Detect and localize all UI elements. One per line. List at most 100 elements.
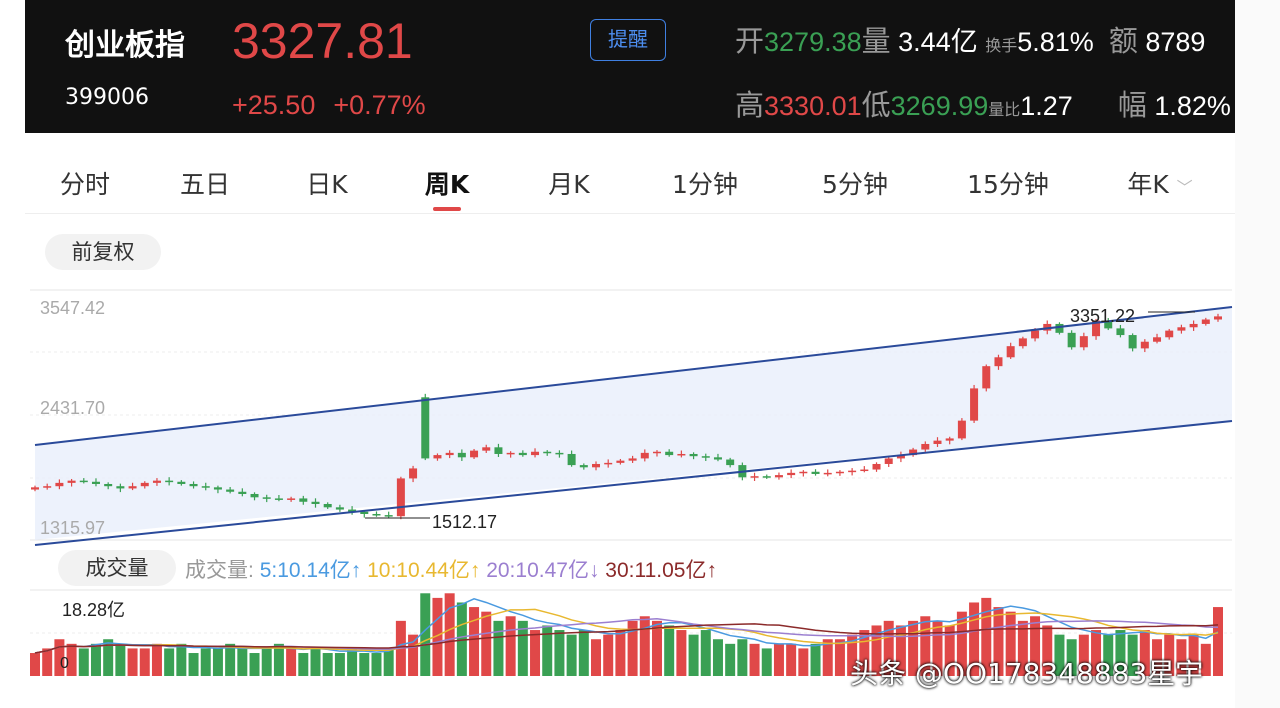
candle-body [421, 397, 430, 459]
candle [689, 452, 698, 460]
candle [1165, 328, 1174, 340]
candle [750, 472, 759, 481]
candle [1116, 324, 1125, 338]
volume-bar [1005, 611, 1016, 676]
candle-body [872, 463, 881, 470]
volume-bar [54, 639, 65, 676]
tab-yearly-k[interactable]: 年K ﹀ [1127, 165, 1192, 201]
candle [238, 488, 247, 497]
volume-bar [554, 630, 565, 676]
index-code: 399006 [65, 85, 149, 110]
candle [91, 478, 100, 487]
candle-body [994, 357, 1003, 367]
candle [945, 436, 954, 445]
candle [311, 498, 320, 508]
candle [652, 450, 661, 457]
amount-value: 8789 [1145, 27, 1206, 57]
candle [262, 494, 271, 503]
amplitude-label: 幅 [1117, 90, 1147, 122]
volume-bar [1188, 634, 1199, 676]
candle-body [835, 471, 844, 474]
candle-body [518, 452, 527, 456]
candle-body [1104, 320, 1113, 329]
volume-bar [1030, 616, 1041, 676]
candle [372, 511, 381, 517]
candle [1055, 322, 1064, 335]
tab-intraday[interactable]: 分时 [59, 170, 111, 199]
volume-bar [1091, 630, 1102, 676]
volume-bar [1042, 625, 1053, 676]
candle-body [140, 482, 149, 487]
adjust-button[interactable]: 前复权 [45, 234, 161, 270]
volume-bar [371, 653, 382, 676]
candle-body [1165, 330, 1174, 338]
candle-body [128, 486, 137, 489]
candle [116, 483, 125, 493]
candle-body [1018, 338, 1027, 347]
tab-5min[interactable]: 5分钟 [822, 170, 888, 199]
volume-bar [359, 653, 370, 676]
candle [1104, 318, 1113, 331]
candle-body [396, 478, 405, 517]
volume-bar [444, 593, 455, 676]
candle-body [445, 452, 454, 456]
candle-body [628, 458, 637, 461]
volume-bar [408, 634, 419, 676]
candle [31, 485, 39, 492]
volume-bar [908, 620, 919, 676]
candle [43, 483, 52, 490]
tab-1min[interactable]: 1分钟 [672, 170, 738, 199]
candle [177, 480, 186, 486]
candle-body [506, 452, 515, 455]
amplitude-value: 1.82% [1154, 91, 1231, 121]
volume-bar [469, 607, 480, 676]
candle-body [933, 440, 942, 444]
candle [494, 443, 503, 457]
candle [543, 450, 552, 456]
volume-bar [66, 643, 77, 676]
candle-body [323, 503, 332, 508]
tab-monthly-k[interactable]: 月K [548, 170, 590, 199]
candle [933, 437, 942, 447]
candle [250, 492, 259, 501]
remind-button[interactable]: 提醒 [590, 19, 666, 61]
volume-bar [895, 625, 906, 676]
volume-bar [712, 639, 723, 676]
candle-body [189, 483, 198, 487]
candle [628, 455, 637, 463]
candle [104, 482, 113, 490]
candle-body [774, 475, 783, 478]
volume-bar [688, 634, 699, 676]
indicator-volume-button[interactable]: 成交量 [58, 550, 176, 586]
tab-label: 年K [1127, 170, 1169, 199]
candle-body [384, 515, 393, 517]
candle-body [287, 498, 296, 500]
candle-body [689, 453, 698, 457]
low-annotation: 1512.17 [432, 512, 497, 532]
index-name: 创业板指 [65, 28, 185, 63]
y-tick-label: 3547.42 [40, 298, 105, 318]
candle-body [274, 498, 283, 500]
volume-bar [859, 630, 870, 676]
volume-ratio-value: 1.27 [1020, 91, 1073, 121]
candle-body [165, 480, 174, 483]
candle [860, 466, 869, 473]
candle-body [457, 452, 466, 458]
tab-15min[interactable]: 15分钟 [967, 170, 1049, 199]
volume-bar [261, 648, 272, 676]
candle [1018, 336, 1027, 349]
candle-body [67, 480, 76, 483]
candle-body [1116, 328, 1125, 336]
volume-bar [993, 607, 1004, 676]
candle [884, 455, 893, 467]
candle [835, 470, 844, 476]
volume-bar [627, 620, 638, 676]
tab-five-day[interactable]: 五日 [179, 170, 231, 199]
candle [616, 458, 625, 465]
tab-weekly-k[interactable]: 周K [424, 170, 470, 199]
candle [67, 478, 76, 487]
candle [896, 451, 905, 463]
candle [128, 482, 137, 491]
tab-daily-k[interactable]: 日K [306, 170, 348, 199]
